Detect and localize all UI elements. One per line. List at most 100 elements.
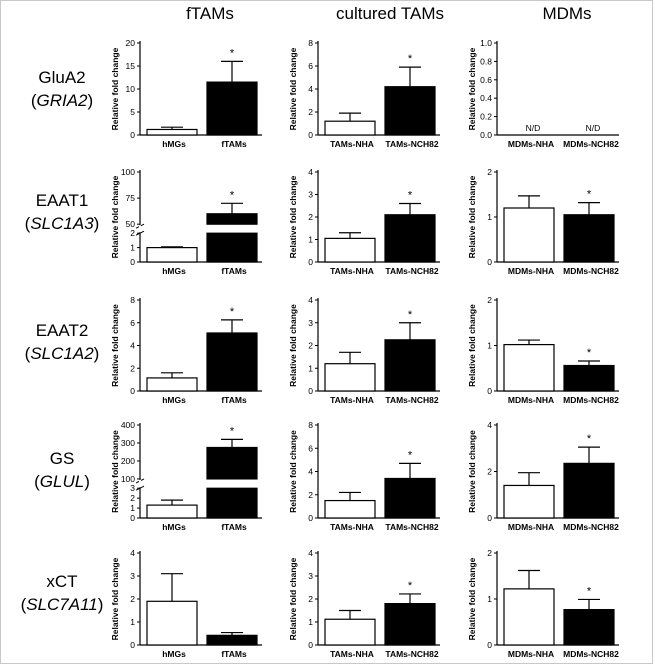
bar-chart-gs-mdms: Relative fold change 0 2 4 MDMs-NHA * MDMs-NCH…	[467, 420, 619, 532]
y-tick-label: 2	[308, 212, 313, 222]
bar-chart-glua2-ftams: Relative fold change 0 5 10 15 20 hMGs * fTAMs	[110, 38, 262, 149]
y-axis-label: Relative fold change	[288, 175, 298, 258]
axis-break-gap	[139, 225, 141, 233]
bar-fTAMs-upper	[206, 213, 258, 225]
x-tick-label: TAMs-NCH82	[385, 266, 438, 276]
y-tick-label: 1	[130, 617, 135, 627]
y-tick-label: 3	[130, 571, 135, 581]
x-tick-label: MDMs-NHA	[508, 522, 554, 532]
y-tick-label: 2	[308, 490, 313, 500]
y-tick-label: 2	[130, 594, 135, 604]
bar-TAMs-NHA	[324, 120, 376, 136]
bar-hMGs	[146, 247, 198, 263]
x-tick-label: hMGs	[162, 395, 186, 405]
y-tick-label: 1	[130, 503, 135, 513]
bar-fTAMs	[206, 487, 258, 519]
y-tick-label: 3	[308, 571, 313, 581]
y-axis-label: Relative fold change	[110, 430, 120, 513]
column-header-mdms: MDMs	[542, 4, 592, 23]
bar-hMGs	[146, 128, 198, 136]
x-tick-label: TAMs-NHA	[330, 139, 374, 149]
bar-fTAMs	[206, 332, 258, 392]
y-tick-label: 0.2	[480, 112, 492, 122]
y-tick-label: 3	[130, 483, 135, 493]
row-label-gs: GS (GLUL)	[14, 447, 110, 493]
y-tick-label: 8	[130, 295, 135, 305]
bar-hMGs	[146, 504, 198, 519]
y-axis-label: Relative fold change	[467, 430, 477, 513]
bar-chart-gs-cultured-tams: Relative fold change 0 2 4 6 8 TAMs-NHA * TAMs-N…	[288, 420, 440, 532]
significance-marker: *	[587, 433, 592, 445]
y-tick-label: 0	[130, 257, 135, 267]
y-tick-label: 0	[308, 386, 313, 396]
y-tick-label: 2	[308, 341, 313, 351]
significance-marker: *	[230, 189, 235, 201]
protein-name: EAAT2	[35, 321, 89, 340]
y-axis-label: Relative fold change	[288, 430, 298, 513]
y-tick-label: 2	[308, 107, 313, 117]
y-tick-label: 3	[308, 190, 313, 200]
row-label-eaat1: EAAT1 (SLC1A3)	[14, 189, 110, 235]
x-tick-label: MDMs-NHA	[508, 649, 554, 659]
y-axis-label: Relative fold change	[467, 304, 477, 387]
y-axis-label: Relative fold change	[467, 175, 477, 258]
bar-chart-eaat2-ftams: Relative fold change 0 2 4 6 8 hMGs * fTAMs	[110, 295, 262, 405]
significance-marker: *	[408, 190, 413, 202]
y-tick-label: 0	[487, 386, 492, 396]
y-tick-label: 4	[308, 548, 313, 558]
x-tick-label: fTAMs	[221, 395, 247, 405]
protein-name: GS	[49, 449, 75, 468]
significance-marker: *	[408, 53, 413, 65]
protein-name: xCT	[46, 572, 78, 591]
y-tick-label: 8	[308, 420, 313, 430]
y-tick-label: 200	[121, 456, 135, 466]
significance-marker: *	[587, 585, 592, 597]
bar-note: N/D	[526, 123, 541, 133]
y-tick-label: 1	[130, 243, 135, 253]
y-tick-label: 0.0	[480, 130, 492, 140]
y-axis-label: Relative fold change	[467, 47, 477, 130]
y-tick-label: 1	[487, 594, 492, 604]
x-tick-label: hMGs	[162, 266, 186, 276]
bar-TAMs-NHA	[324, 499, 376, 519]
significance-marker: *	[408, 449, 413, 461]
bar-TAMs-NCH82	[384, 214, 436, 263]
y-tick-label: 300	[121, 438, 135, 448]
y-tick-label: 0	[308, 257, 313, 267]
protein-name: EAAT1	[35, 191, 89, 210]
y-tick-label: 15	[126, 61, 136, 71]
bar-MDMs-NHA	[503, 343, 555, 392]
y-tick-label: 6	[130, 318, 135, 328]
y-tick-label: 3	[308, 318, 313, 328]
y-axis-label: Relative fold change	[467, 557, 477, 640]
y-tick-label: 2	[487, 467, 492, 477]
y-tick-label: 0	[487, 640, 492, 650]
y-tick-label: 1	[308, 617, 313, 627]
x-tick-label: fTAMs	[221, 649, 247, 659]
y-tick-label: 2	[308, 594, 313, 604]
y-tick-label: 2	[130, 228, 135, 238]
x-tick-label: MDMs-NCH82	[563, 139, 619, 149]
bar-chart-eaat1-mdms: Relative fold change 0 1 2 MDMs-NHA * MDMs-NCH…	[467, 167, 619, 276]
y-tick-label: 1	[487, 212, 492, 222]
bar-MDMs-NCH82	[563, 462, 615, 519]
y-tick-label: 75	[126, 193, 136, 203]
y-tick-label: 0.4	[480, 93, 492, 103]
y-tick-label: 4	[130, 341, 135, 351]
y-tick-label: 10	[126, 84, 136, 94]
row-label-eaat2: EAAT2 (SLC1A2)	[14, 319, 110, 365]
bar-MDMs-NCH82	[563, 214, 615, 263]
y-tick-label: 4	[308, 467, 313, 477]
y-tick-label: 0	[130, 386, 135, 396]
bar-chart-eaat2-mdms: Relative fold change 0 1 2 MDMs-NHA * MDMs-NCH…	[467, 295, 619, 405]
x-tick-label: TAMs-NHA	[330, 266, 374, 276]
bar-chart-glua2-cultured-tams: Relative fold change 0 2 4 6 8 TAMs-NHA * TAMs-N…	[288, 38, 440, 149]
x-tick-label: fTAMs	[221, 139, 247, 149]
y-tick-label: 100	[121, 474, 135, 484]
y-tick-label: 2	[487, 167, 492, 177]
bar-MDMs-NCH82	[563, 608, 615, 646]
x-tick-label: TAMs-NCH82	[385, 522, 438, 532]
y-axis-label: Relative fold change	[288, 557, 298, 640]
gene-name: SLC1A2	[30, 344, 94, 363]
